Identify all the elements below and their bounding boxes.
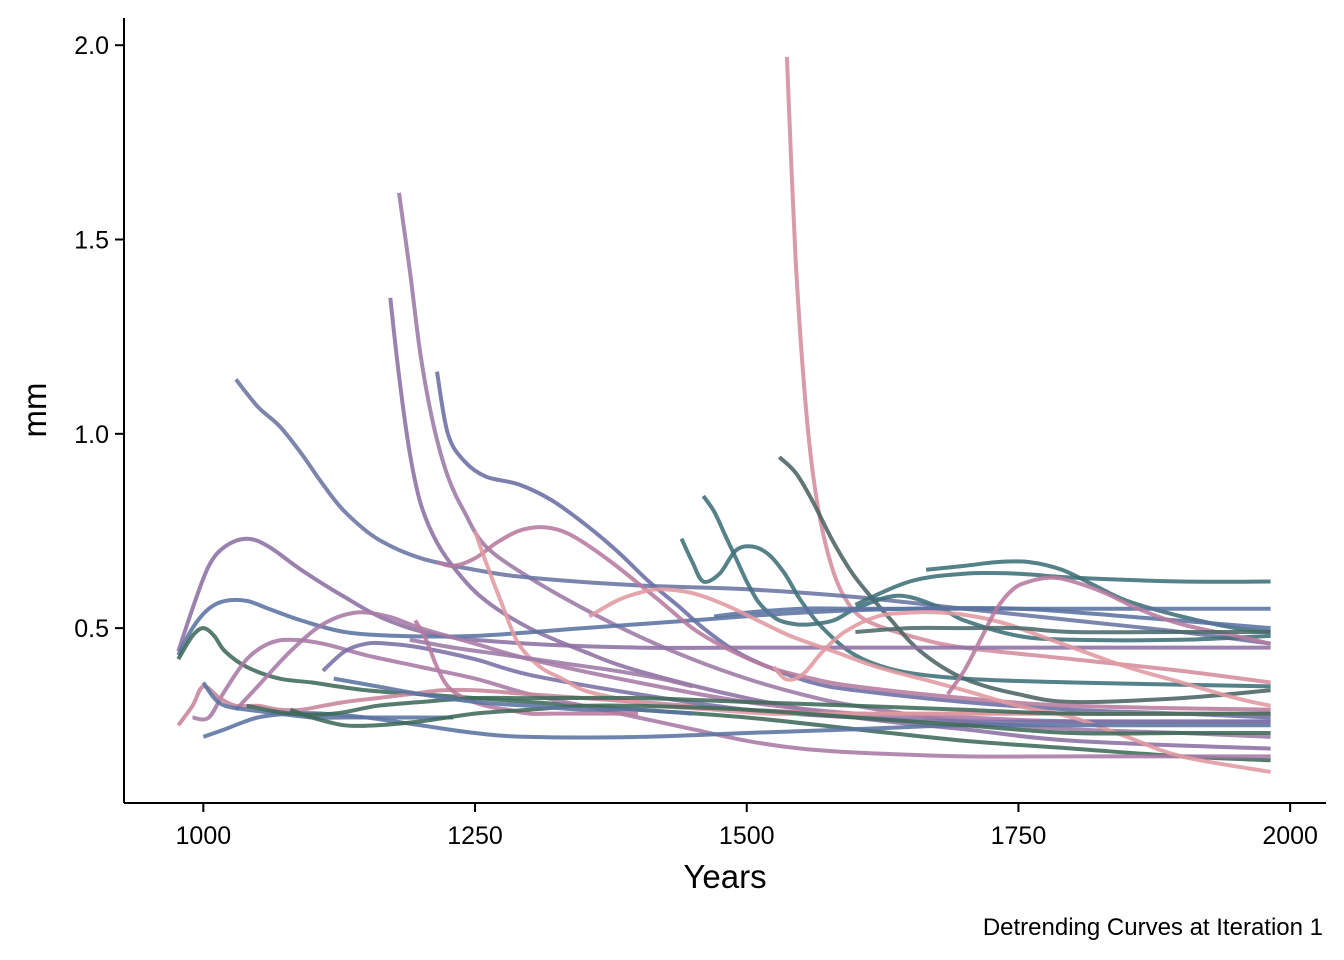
series-line-12 bbox=[176, 536, 1271, 653]
series-line-18 bbox=[321, 640, 1271, 724]
y-tick-label: 1.0 bbox=[74, 421, 109, 449]
series-line-30 bbox=[333, 676, 693, 716]
y-axis-title: mm bbox=[16, 383, 53, 438]
y-tick-label: 0.5 bbox=[74, 615, 109, 643]
series-line-7 bbox=[701, 494, 1271, 643]
series-line-4 bbox=[234, 378, 1271, 646]
series-line-10 bbox=[854, 570, 1271, 607]
x-tick-label: 1000 bbox=[176, 822, 232, 850]
series-line-1 bbox=[784, 56, 1271, 685]
x-tick-label: 2000 bbox=[1262, 822, 1318, 850]
x-tick-label: 1500 bbox=[719, 822, 775, 850]
series-line-19 bbox=[413, 619, 639, 716]
series-line-3 bbox=[388, 297, 1271, 751]
series-line-8 bbox=[679, 537, 1271, 689]
x-tick-label: 1750 bbox=[991, 822, 1047, 850]
series-line-28 bbox=[289, 703, 1271, 736]
series-line-29 bbox=[246, 695, 1271, 717]
y-axis-ticks: 0.5 1.0 1.5 2.0 bbox=[74, 32, 124, 643]
x-axis-ticks: 1000 1250 1500 1750 2000 bbox=[176, 803, 1318, 850]
series-line-20 bbox=[436, 525, 1271, 712]
y-tick-label: 1.5 bbox=[74, 227, 109, 255]
x-tick-label: 1250 bbox=[447, 822, 503, 850]
x-axis-title: Years bbox=[683, 858, 766, 895]
series-line-25 bbox=[855, 625, 1271, 635]
series-line-6 bbox=[777, 455, 1271, 705]
series-line-13 bbox=[176, 597, 1271, 657]
series-line-31 bbox=[409, 637, 693, 689]
series-line-23 bbox=[772, 610, 1272, 708]
chart-caption: Detrending Curves at Iteration 1 bbox=[983, 914, 1323, 941]
series-line-24 bbox=[946, 575, 1272, 696]
series-lines bbox=[176, 56, 1272, 774]
y-tick-label: 2.0 bbox=[74, 32, 109, 60]
